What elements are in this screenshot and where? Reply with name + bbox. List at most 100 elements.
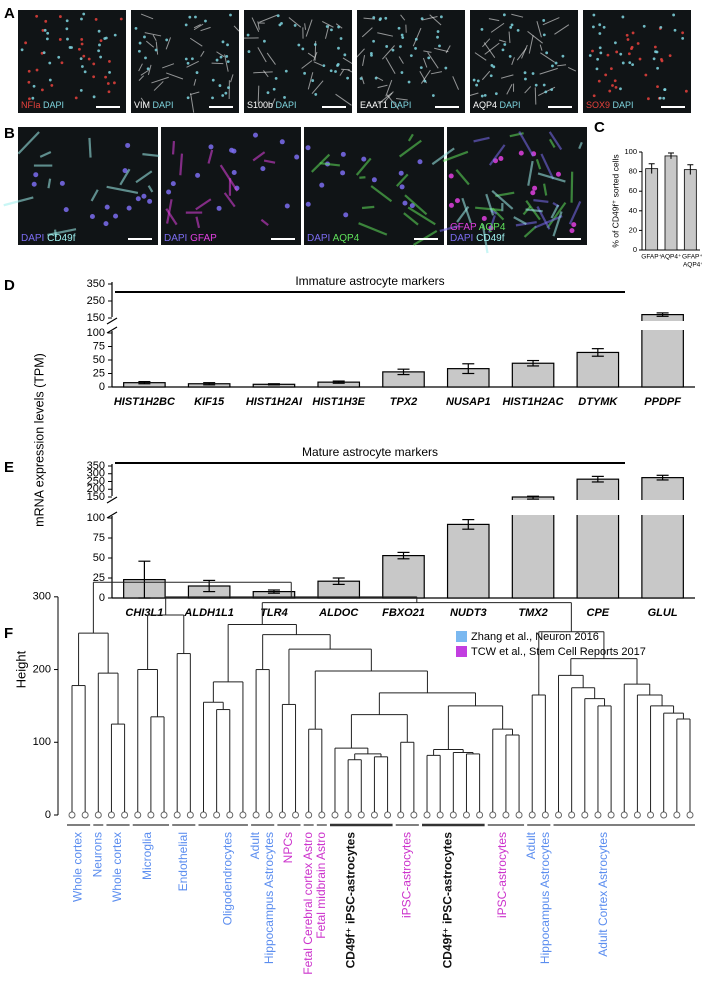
y-tick-label: 0 — [99, 592, 105, 604]
cell-process — [195, 216, 201, 229]
cell-process — [145, 40, 155, 48]
stain-label: AQP4 DAPI — [473, 100, 521, 110]
cell-process — [404, 194, 428, 216]
group-label: Microglia — [140, 832, 154, 880]
nucleus — [186, 96, 190, 100]
nucleus — [516, 28, 520, 32]
cell-process — [521, 44, 528, 59]
cell-process — [370, 185, 393, 203]
nucleus — [46, 31, 50, 35]
break-mark — [106, 511, 118, 519]
nucleus — [510, 23, 514, 27]
nucleus — [542, 83, 546, 87]
cell-process — [355, 157, 372, 176]
nucleus — [602, 25, 606, 29]
y-axis-label: mRNA expression levels (TPM) — [32, 353, 46, 527]
nucleus — [303, 71, 307, 75]
panel-letter: A — [4, 5, 15, 22]
nucleus — [399, 45, 402, 48]
nucleus — [27, 69, 31, 73]
nucleus — [371, 177, 377, 183]
cell-process — [257, 47, 267, 63]
nucleus — [551, 64, 554, 68]
cell-process — [542, 17, 560, 26]
nucleus — [337, 25, 341, 29]
x-tick-label: CPE — [587, 607, 610, 619]
nucleus — [92, 62, 96, 66]
nucleus — [489, 74, 493, 78]
cell-process — [138, 75, 145, 81]
x-tick-label: HIST1H2AC — [502, 396, 564, 408]
nucleus — [638, 57, 642, 61]
cell-process — [488, 144, 506, 166]
nucleus — [427, 56, 431, 60]
nucleus — [99, 55, 103, 59]
nucleus — [642, 24, 646, 28]
nucleus — [80, 17, 83, 21]
nucleus — [92, 75, 96, 79]
cell-process — [171, 140, 176, 155]
leaf-labels: Whole cortex Neurons Whole cortex Microglia… — [67, 823, 695, 975]
leaf — [502, 811, 510, 819]
nucleus — [211, 78, 215, 82]
y-tick-label: 100 — [33, 736, 51, 748]
stain-name: DAPI — [276, 100, 297, 110]
cell-process — [524, 86, 532, 94]
cell-process — [481, 224, 489, 254]
cell-process — [152, 34, 157, 42]
legend-label: TCW et al., Stem Cell Reports 2017 — [471, 646, 646, 658]
stain-name: GFAP — [190, 233, 217, 244]
cell-process — [422, 57, 428, 68]
x-tick-label: AQP4⁺ — [683, 262, 702, 269]
nucleus — [606, 53, 610, 57]
nucleus — [448, 202, 454, 208]
y-tick-label: 250 — [87, 475, 105, 487]
nucleus — [555, 171, 561, 177]
nucleus — [598, 46, 602, 50]
nucleus — [595, 67, 599, 71]
stain-label: NFIa DAPI — [21, 100, 64, 110]
nucleus — [372, 39, 375, 43]
leaf — [647, 811, 655, 819]
nucleus — [361, 156, 367, 162]
stain-name: DAPI — [153, 100, 174, 110]
cell-process — [513, 216, 527, 225]
leaf — [305, 811, 313, 819]
nucleus — [98, 43, 101, 47]
cell-process — [382, 45, 395, 60]
cell-process — [193, 23, 204, 31]
nucleus — [654, 50, 657, 54]
cell-process — [539, 44, 543, 51]
panel-letter: E — [4, 459, 14, 476]
leaf — [265, 811, 273, 819]
leaf — [331, 811, 339, 819]
nucleus — [58, 38, 62, 41]
group-label: CD49f⁺ iPSC-astrocytes — [344, 832, 358, 969]
legend-label: Zhang et al., Neuron 2016 — [471, 631, 599, 643]
nucleus — [231, 170, 237, 176]
image-background — [470, 10, 578, 113]
cell-process — [140, 97, 147, 105]
nucleus — [27, 80, 31, 84]
cell-process — [260, 218, 269, 226]
nucleus — [615, 50, 619, 54]
image-background — [583, 10, 691, 113]
nucleus — [113, 81, 116, 85]
cell-process — [307, 72, 314, 90]
leaf — [528, 811, 536, 819]
nucleus — [143, 35, 146, 39]
cell-process — [119, 168, 131, 186]
y-tick-label: 200 — [33, 663, 51, 675]
nucleus — [374, 76, 378, 80]
cell-process — [195, 198, 212, 211]
cell-process — [362, 55, 366, 66]
cell-process — [219, 164, 239, 192]
nucleus — [144, 56, 147, 60]
cell-process — [535, 158, 542, 170]
cell-process — [490, 22, 505, 33]
nucleus — [662, 96, 666, 100]
cell-process — [540, 153, 555, 180]
y-tick-label: 300 — [87, 468, 105, 480]
group-label: Fetal Cerebral cortex Astro — [301, 832, 315, 975]
